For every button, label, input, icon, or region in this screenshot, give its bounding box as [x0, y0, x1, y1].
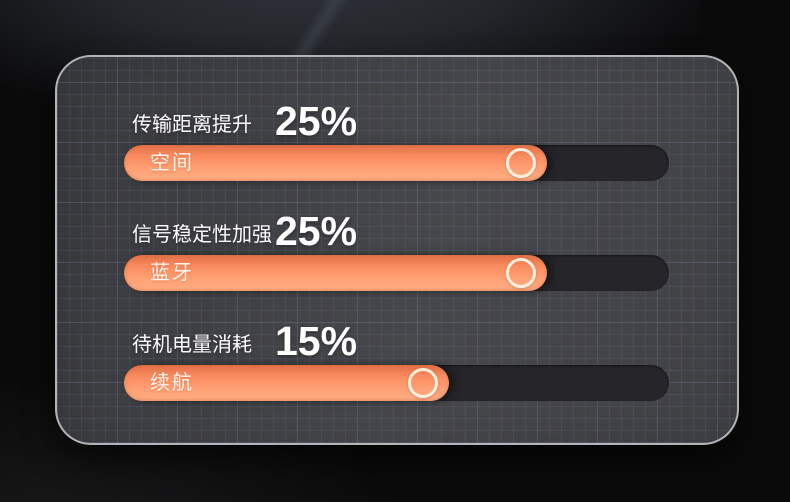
progress-track: 续航: [124, 365, 669, 401]
progress-fill: 空间: [124, 145, 547, 181]
metric-label: 信号稳定性加强: [132, 224, 272, 246]
metric-label: 传输距离提升: [132, 114, 252, 136]
progress-fill: 续航: [124, 365, 449, 401]
metric-heading: 待机电量消耗 15%: [124, 310, 669, 362]
progress-ring-icon: [407, 368, 438, 398]
progress-track: 空间: [124, 145, 669, 181]
bar-category-label: 续航: [150, 372, 194, 394]
bar-category-label: 蓝牙: [150, 262, 194, 284]
metric-label: 待机电量消耗: [132, 334, 252, 356]
stat-row-standby: 待机电量消耗 15% 续航: [124, 310, 669, 401]
metric-heading: 信号稳定性加强 25%: [124, 200, 669, 252]
metric-value: 25%: [275, 98, 358, 144]
metric-heading: 传输距离提升 25%: [124, 90, 669, 142]
progress-track: 蓝牙: [124, 255, 669, 291]
progress-ring-icon: [505, 148, 536, 178]
progress-fill: 蓝牙: [124, 255, 547, 291]
stat-row-transmission: 传输距离提升 25% 空间: [124, 90, 669, 181]
glass-stats-panel: 传输距离提升 25% 空间 信号稳定性加强 25% 蓝牙: [55, 55, 739, 445]
progress-ring-icon: [505, 258, 536, 288]
metric-value: 25%: [275, 208, 358, 254]
metric-value: 15%: [275, 318, 358, 364]
stat-row-signal: 信号稳定性加强 25% 蓝牙: [124, 200, 669, 291]
bar-category-label: 空间: [150, 152, 194, 174]
